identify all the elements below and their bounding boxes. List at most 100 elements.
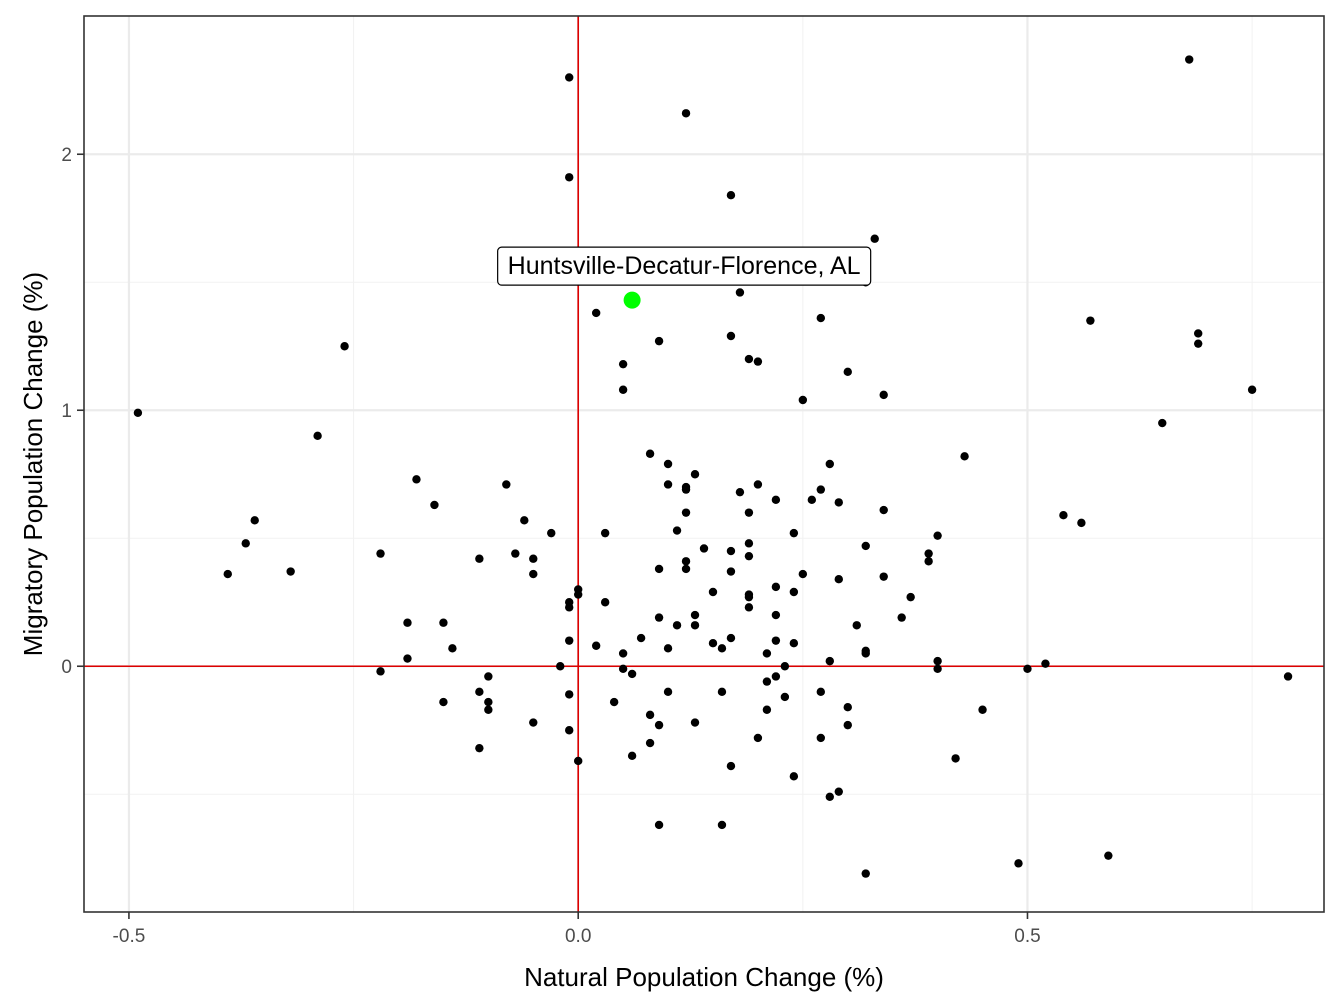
data-point — [565, 173, 574, 182]
data-point — [403, 618, 412, 627]
data-point — [672, 526, 682, 535]
data-point — [520, 516, 529, 525]
data-point — [627, 751, 637, 761]
data-point — [762, 705, 772, 714]
data-point — [780, 662, 790, 671]
data-point — [1194, 339, 1203, 348]
data-point — [565, 726, 574, 735]
data-point — [726, 191, 736, 200]
data-point — [654, 720, 664, 730]
data-point — [789, 528, 799, 538]
data-point — [241, 539, 250, 548]
data-point — [681, 485, 691, 494]
y-axis-title: Migratory Population Change (%) — [18, 272, 48, 656]
data-point — [340, 342, 349, 351]
data-point — [843, 367, 852, 377]
data-point — [834, 787, 843, 796]
data-point — [834, 498, 843, 507]
data-point — [798, 395, 808, 405]
data-point — [798, 569, 808, 579]
data-point — [663, 644, 673, 653]
data-point — [1014, 859, 1023, 868]
data-point — [1194, 329, 1203, 338]
data-point — [816, 485, 826, 494]
data-point — [735, 288, 745, 297]
data-points — [133, 55, 1293, 878]
data-point — [511, 549, 520, 558]
data-point — [879, 505, 888, 515]
data-point — [744, 508, 754, 517]
data-point — [681, 564, 691, 574]
data-point — [1185, 55, 1194, 64]
data-point — [735, 487, 745, 497]
plot-background — [84, 16, 1324, 912]
data-point — [843, 703, 852, 712]
data-point — [627, 669, 637, 679]
data-point — [708, 639, 718, 648]
data-point — [654, 613, 664, 622]
data-point — [717, 687, 727, 697]
data-point — [574, 590, 583, 599]
data-point — [897, 613, 906, 622]
data-point — [753, 357, 763, 366]
data-point — [771, 495, 781, 505]
y-tick-label: 0 — [61, 657, 72, 678]
plot-border — [83, 15, 1325, 913]
data-point — [484, 705, 493, 714]
data-point — [663, 459, 673, 469]
data-point — [789, 772, 799, 781]
y-tick-label: 2 — [61, 145, 72, 166]
data-point — [771, 582, 781, 592]
data-point — [636, 633, 646, 643]
data-point — [475, 554, 484, 563]
data-point — [654, 820, 664, 830]
data-point — [879, 572, 888, 581]
data-point — [618, 664, 628, 673]
data-point — [529, 554, 538, 563]
data-point — [726, 567, 736, 576]
data-point — [762, 677, 772, 686]
data-point — [807, 495, 817, 505]
data-point — [484, 697, 493, 707]
data-point — [286, 567, 295, 576]
data-point — [556, 662, 565, 671]
data-point — [133, 408, 143, 417]
data-point — [600, 598, 610, 607]
data-point — [654, 336, 664, 346]
data-point — [565, 636, 574, 645]
axis-ticks: -0.5 0.0 0.5 0 1 2 — [61, 145, 1040, 947]
x-axis-title: Natural Population Change (%) — [524, 962, 884, 992]
data-point — [376, 549, 385, 558]
data-point — [753, 480, 763, 489]
data-point — [672, 621, 682, 630]
data-point — [645, 449, 655, 458]
data-point — [645, 710, 655, 720]
data-point — [430, 500, 439, 510]
data-point — [726, 331, 736, 341]
data-point — [726, 761, 736, 771]
data-point — [708, 587, 718, 597]
data-point — [933, 664, 942, 673]
data-point — [879, 390, 888, 400]
data-point — [771, 610, 781, 620]
data-point — [816, 313, 826, 323]
data-point — [744, 603, 754, 612]
highlight-group: Huntsville-Decatur-Florence, AL — [497, 246, 872, 309]
data-point — [412, 475, 421, 484]
data-point — [609, 697, 619, 707]
data-point — [618, 359, 628, 369]
data-point — [834, 575, 843, 584]
data-point — [717, 644, 727, 653]
data-point — [924, 549, 933, 558]
x-tick-label: -0.5 — [113, 926, 146, 947]
data-point — [699, 544, 709, 553]
data-point — [663, 480, 673, 489]
data-point — [313, 431, 322, 441]
data-point — [978, 705, 987, 714]
data-point — [681, 508, 691, 517]
data-point — [726, 546, 736, 556]
data-point — [600, 528, 610, 538]
data-point — [690, 470, 700, 479]
data-point — [529, 569, 538, 579]
data-point — [717, 820, 727, 830]
